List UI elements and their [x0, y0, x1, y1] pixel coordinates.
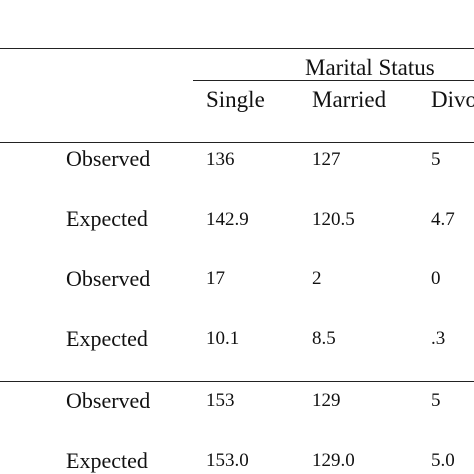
cell-divorced: 4.7 — [431, 209, 455, 230]
cell-married: 127 — [312, 149, 341, 170]
cell-single: 136 — [206, 149, 235, 170]
cell-married: 129.0 — [312, 450, 355, 471]
cell-divorced: 5 — [431, 390, 441, 411]
row-label-expected: Expected — [66, 448, 148, 473]
spanner-rule — [193, 80, 474, 81]
cell-single: 17 — [206, 268, 225, 289]
cell-divorced: 5.0 — [431, 450, 455, 471]
column-header-single: Single — [206, 87, 265, 112]
column-header-divorced: Divo — [431, 87, 474, 112]
cell-divorced: .3 — [431, 328, 446, 349]
marital-status-heading: Marital Status — [305, 55, 435, 80]
column-header-married: Married — [312, 87, 387, 112]
row-label-expected: Expected — [66, 326, 148, 351]
cell-married: 129 — [312, 390, 341, 411]
row-label-observed: Observed — [66, 266, 151, 291]
cell-single: 153 — [206, 390, 235, 411]
cell-single: 153.0 — [206, 450, 249, 471]
header-bottom-rule — [0, 142, 474, 143]
cell-married: 120.5 — [312, 209, 355, 230]
cell-married: 8.5 — [312, 328, 336, 349]
top-rule — [0, 48, 474, 49]
total-rule — [0, 381, 474, 382]
row-label-observed: Observed — [66, 146, 151, 171]
cell-married: 2 — [312, 268, 322, 289]
row-label-observed: Observed — [66, 388, 151, 413]
row-label-expected: Expected — [66, 206, 148, 231]
cell-divorced: 5 — [431, 149, 441, 170]
cell-single: 10.1 — [206, 328, 240, 349]
cell-divorced: 0 — [431, 268, 441, 289]
cell-single: 142.9 — [206, 209, 249, 230]
